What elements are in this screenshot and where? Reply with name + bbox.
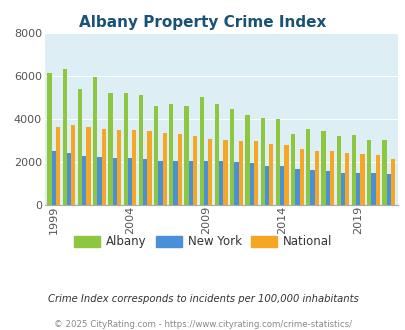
Bar — [128, 158, 132, 205]
Bar — [153, 106, 158, 205]
Bar — [284, 146, 288, 205]
Legend: Albany, New York, National: Albany, New York, National — [69, 231, 336, 253]
Bar — [238, 141, 242, 205]
Bar — [123, 93, 128, 205]
Text: © 2025 CityRating.com - https://www.cityrating.com/crime-statistics/: © 2025 CityRating.com - https://www.city… — [54, 319, 351, 329]
Bar — [223, 141, 227, 205]
Bar — [219, 161, 223, 205]
Bar — [351, 135, 355, 205]
Bar — [173, 161, 177, 205]
Bar — [203, 161, 208, 205]
Bar — [71, 125, 75, 205]
Bar — [101, 129, 106, 205]
Bar — [56, 126, 60, 205]
Bar — [108, 93, 112, 205]
Bar — [344, 153, 349, 205]
Bar — [360, 153, 364, 205]
Bar — [208, 139, 212, 205]
Bar — [82, 156, 86, 205]
Text: Albany Property Crime Index: Albany Property Crime Index — [79, 15, 326, 30]
Bar — [67, 153, 71, 205]
Bar — [139, 95, 143, 205]
Bar — [93, 77, 97, 205]
Bar — [366, 140, 371, 205]
Bar — [184, 106, 188, 205]
Bar — [371, 174, 375, 205]
Bar — [260, 118, 264, 205]
Bar — [86, 127, 90, 205]
Bar — [245, 115, 249, 205]
Bar — [62, 70, 67, 205]
Bar — [275, 119, 279, 205]
Bar — [336, 136, 340, 205]
Bar — [214, 104, 219, 205]
Bar — [169, 104, 173, 205]
Bar — [299, 148, 303, 205]
Bar — [382, 140, 386, 205]
Bar — [78, 89, 82, 205]
Bar — [112, 158, 117, 205]
Bar — [390, 159, 394, 205]
Bar — [192, 136, 197, 205]
Bar — [117, 130, 121, 205]
Bar — [234, 162, 238, 205]
Bar — [162, 133, 166, 205]
Bar — [143, 159, 147, 205]
Bar — [132, 130, 136, 205]
Bar — [264, 166, 269, 205]
Bar — [253, 141, 258, 205]
Bar — [279, 166, 284, 205]
Bar — [158, 161, 162, 205]
Bar — [321, 131, 325, 205]
Text: Crime Index corresponds to incidents per 100,000 inhabitants: Crime Index corresponds to incidents per… — [47, 294, 358, 304]
Bar — [340, 173, 344, 205]
Bar — [305, 129, 310, 205]
Bar — [310, 171, 314, 205]
Bar — [177, 134, 181, 205]
Bar — [329, 151, 333, 205]
Bar — [188, 161, 192, 205]
Bar — [375, 155, 379, 205]
Bar — [249, 163, 253, 205]
Bar — [314, 151, 318, 205]
Bar — [355, 173, 360, 205]
Bar — [51, 150, 56, 205]
Bar — [230, 109, 234, 205]
Bar — [386, 174, 390, 205]
Bar — [269, 144, 273, 205]
Bar — [294, 169, 299, 205]
Bar — [199, 97, 203, 205]
Bar — [290, 134, 294, 205]
Bar — [47, 73, 51, 205]
Bar — [147, 131, 151, 205]
Bar — [325, 171, 329, 205]
Bar — [97, 157, 101, 205]
